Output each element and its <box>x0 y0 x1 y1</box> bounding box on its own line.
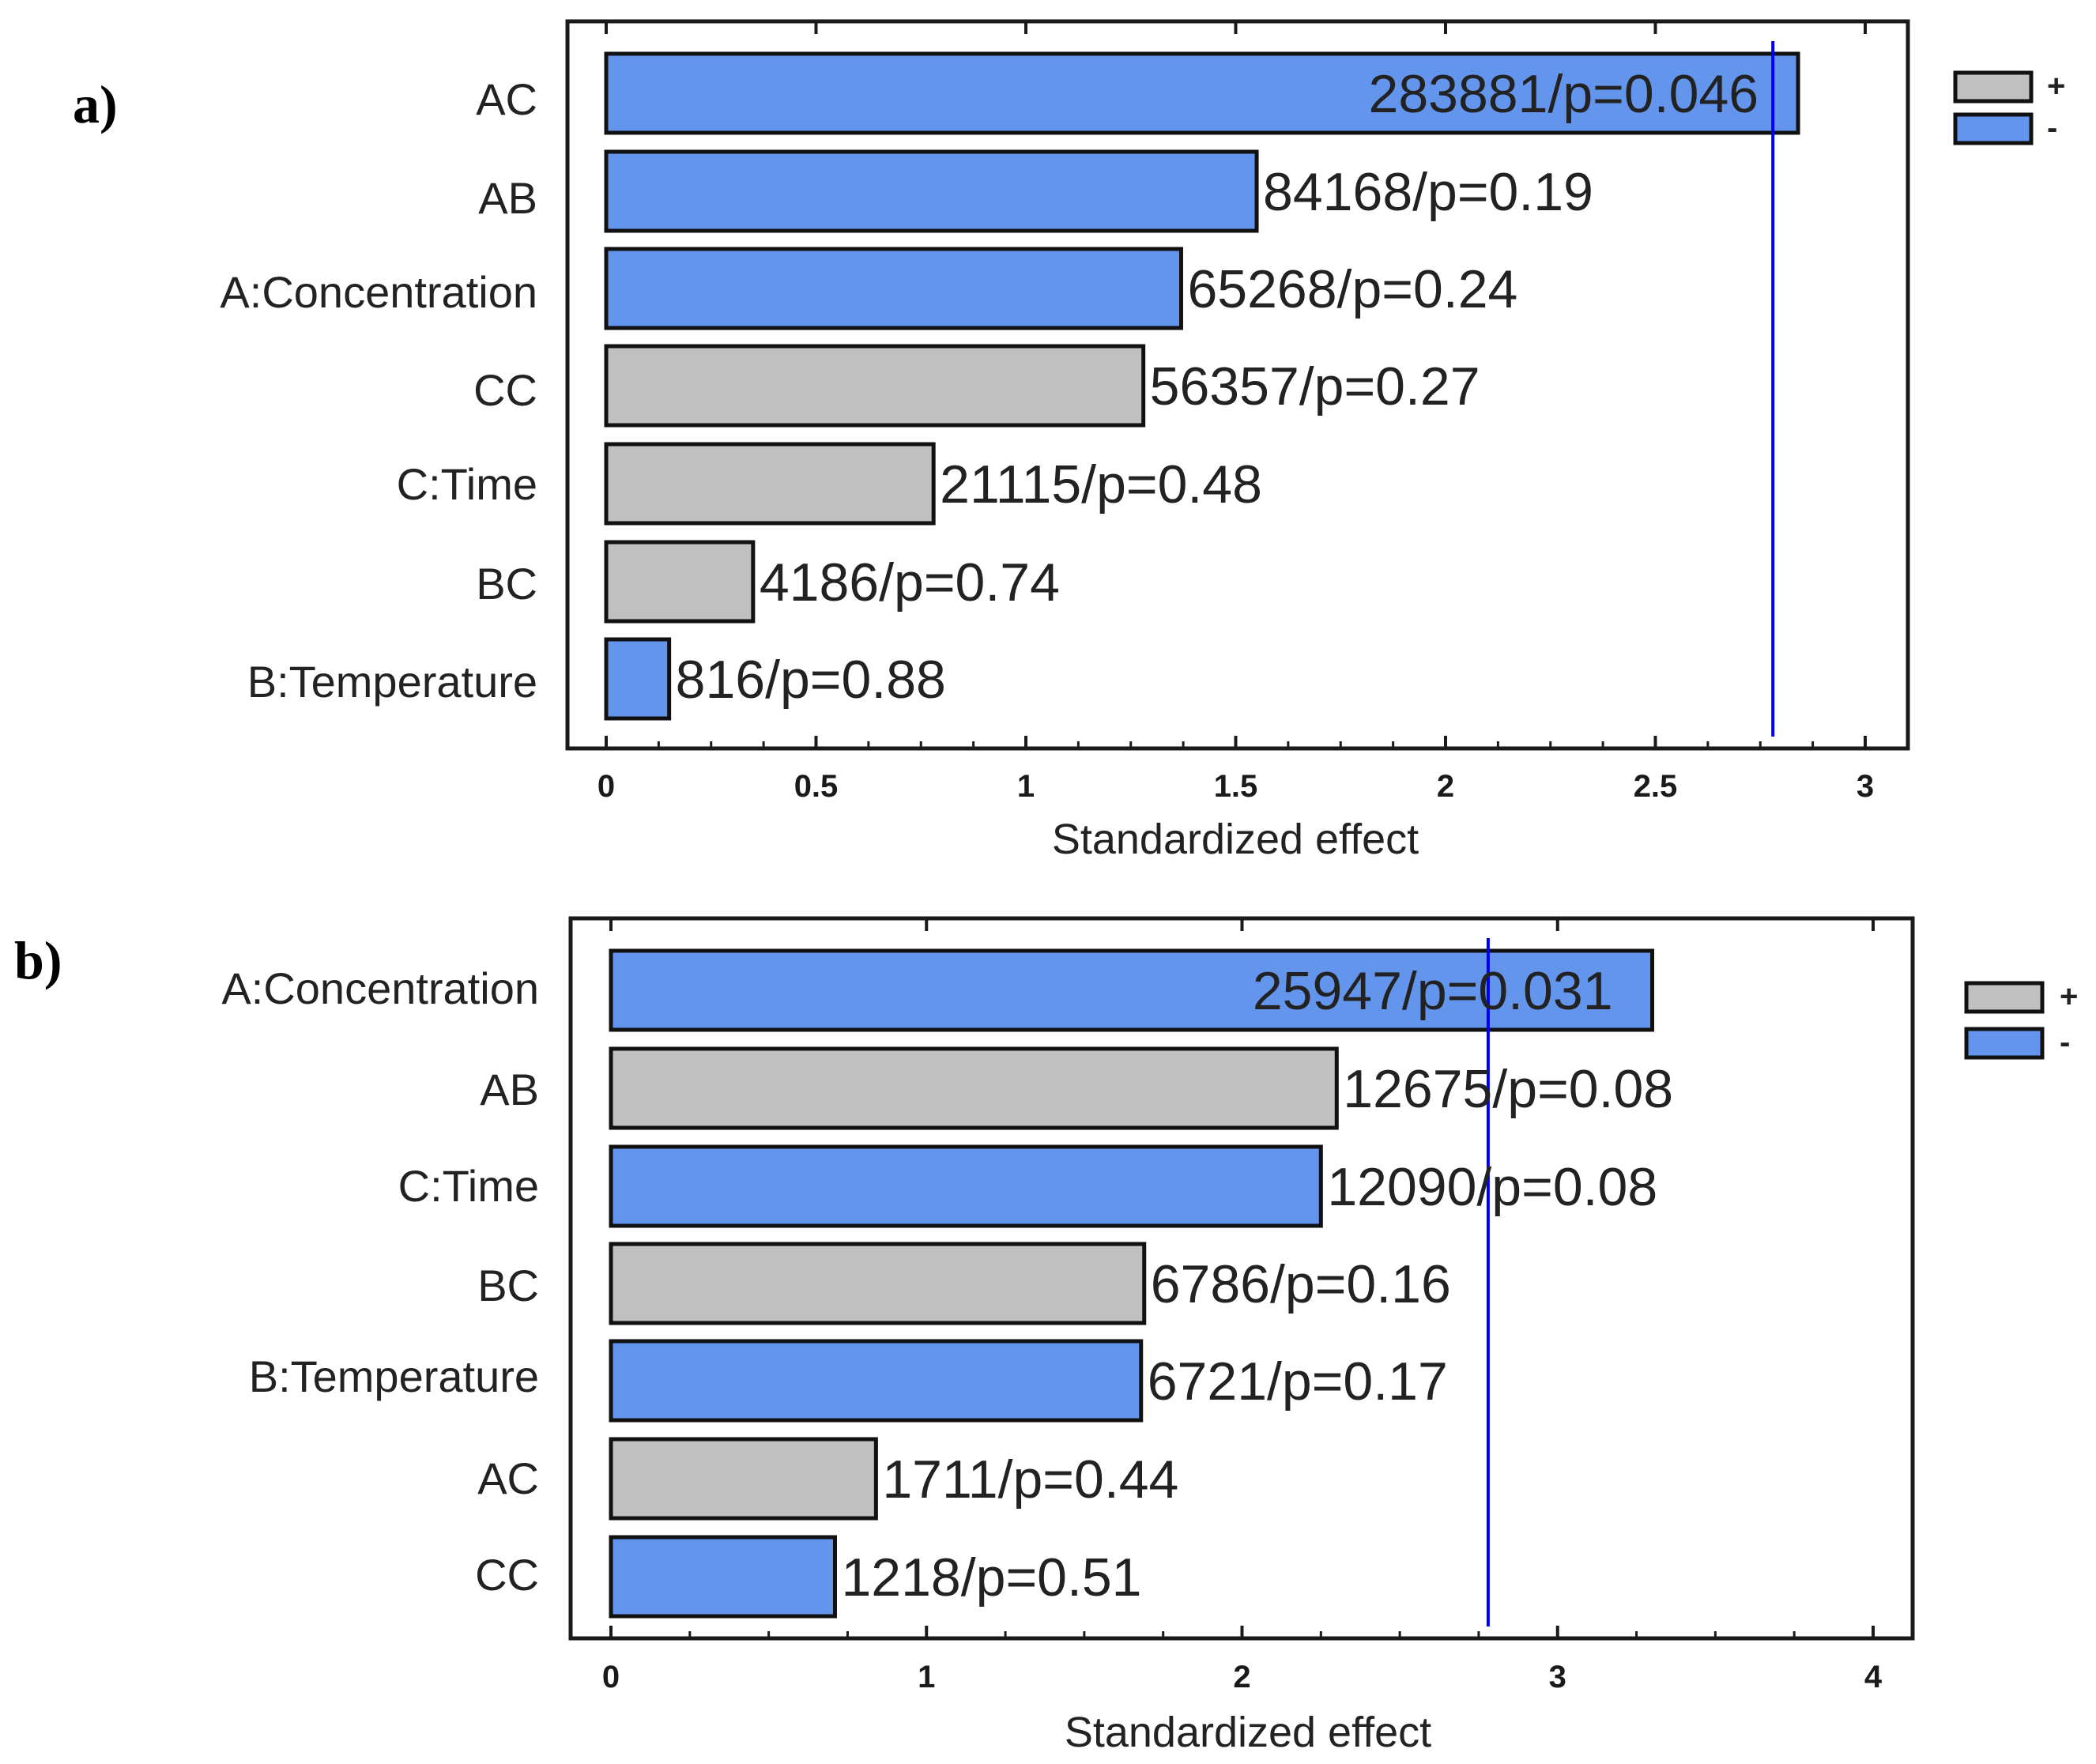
panel-a: a) 0 0.5 1 1.5 2 2.5 3 Standardized effect 283881… <box>73 19 2065 863</box>
category-label: AB <box>478 173 537 223</box>
panel-label-b: b) <box>14 930 62 990</box>
bar-ac <box>604 51 1800 135</box>
tick-label: 1 <box>918 1660 935 1694</box>
tick-label: 1.5 <box>1214 769 1258 804</box>
legend-swatch-negative <box>1964 1027 2045 1060</box>
x-axis-title-a: Standardized effect <box>1052 816 1419 863</box>
bar-ab <box>604 149 1259 233</box>
bar-c-time <box>609 1144 1323 1228</box>
category-label: A:Concentration <box>220 267 537 317</box>
bar-b-temperature <box>604 637 672 721</box>
bar-value-label: 283881/p=0.046 <box>1369 64 1759 124</box>
bar-value-label: 1218/p=0.51 <box>841 1547 1141 1608</box>
category-label: BC <box>477 1261 539 1310</box>
tick-label: 2.5 <box>1634 769 1678 804</box>
tick-label: 3 <box>1857 769 1874 804</box>
bar-value-label: 12090/p=0.08 <box>1327 1157 1657 1217</box>
bar-cc <box>609 1535 837 1619</box>
tick-label: 0 <box>602 1660 620 1694</box>
bar-value-label: 6721/p=0.17 <box>1148 1351 1448 1412</box>
category-label: B:Temperature <box>247 657 537 707</box>
tick-label: 3 <box>1549 1660 1566 1694</box>
panel-b: b) 0 1 2 3 4 Standardized effect 25947/p=0.031 A… <box>14 916 2078 1756</box>
bar-value-label: 56357/p=0.27 <box>1150 356 1480 416</box>
tick-label: 0.5 <box>794 769 839 804</box>
legend-b: +- <box>1964 979 2078 1060</box>
bar-value-label: 25947/p=0.031 <box>1253 961 1613 1021</box>
category-label: AC <box>477 1453 539 1503</box>
category-label: AC <box>476 74 537 124</box>
tick-label: 4 <box>1864 1660 1883 1694</box>
panel-label-a: a) <box>73 74 118 134</box>
legend-swatch-negative <box>1953 112 2034 145</box>
plot-frame-a <box>565 19 1910 751</box>
bar-value-label: 1711/p=0.44 <box>882 1449 1178 1510</box>
category-label: CC <box>473 365 537 415</box>
legend-label-negative: - <box>2060 1025 2070 1060</box>
category-label: B:Temperature <box>249 1351 539 1401</box>
legend-swatch-positive <box>1953 70 2034 104</box>
legend-a: +- <box>1953 69 2065 145</box>
category-label: A:Concentration <box>221 963 539 1013</box>
legend-label-positive: + <box>2060 979 2078 1014</box>
bar-bc <box>609 1242 1147 1325</box>
bar-value-label: 6786/p=0.16 <box>1151 1254 1451 1314</box>
bar-value-label: 65268/p=0.24 <box>1187 259 1517 319</box>
tick-label: 2 <box>1437 769 1454 804</box>
legend-label-negative: - <box>2047 111 2057 145</box>
category-label: BC <box>476 559 537 609</box>
bar-b-temperature <box>609 1339 1144 1423</box>
legend-label-positive: + <box>2047 69 2065 104</box>
bar-c-time <box>604 442 936 526</box>
bar-value-label: 21115/p=0.48 <box>940 454 1262 514</box>
bar-value-label: 12675/p=0.08 <box>1343 1059 1673 1119</box>
bar-value-label: 816/p=0.88 <box>676 650 946 710</box>
bar-ab <box>609 1046 1339 1130</box>
bar-value-label: 4186/p=0.74 <box>760 552 1060 612</box>
category-label: CC <box>475 1550 539 1600</box>
tick-label: 0 <box>598 769 615 804</box>
bar-cc <box>604 344 1146 428</box>
category-label: C:Time <box>397 459 537 509</box>
bar-bc <box>604 540 756 624</box>
category-label: AB <box>480 1065 539 1114</box>
bar-a-concentration <box>604 247 1183 330</box>
tick-label: 2 <box>1233 1660 1250 1694</box>
bar-ac <box>609 1437 878 1521</box>
x-axis-title-b: Standardized effect <box>1065 1709 1431 1756</box>
bar-a-concentration <box>609 948 1655 1032</box>
legend-swatch-positive <box>1964 981 2045 1014</box>
tick-label: 1 <box>1017 769 1035 804</box>
bar-value-label: 84168/p=0.19 <box>1263 162 1593 222</box>
category-label: C:Time <box>398 1161 539 1211</box>
